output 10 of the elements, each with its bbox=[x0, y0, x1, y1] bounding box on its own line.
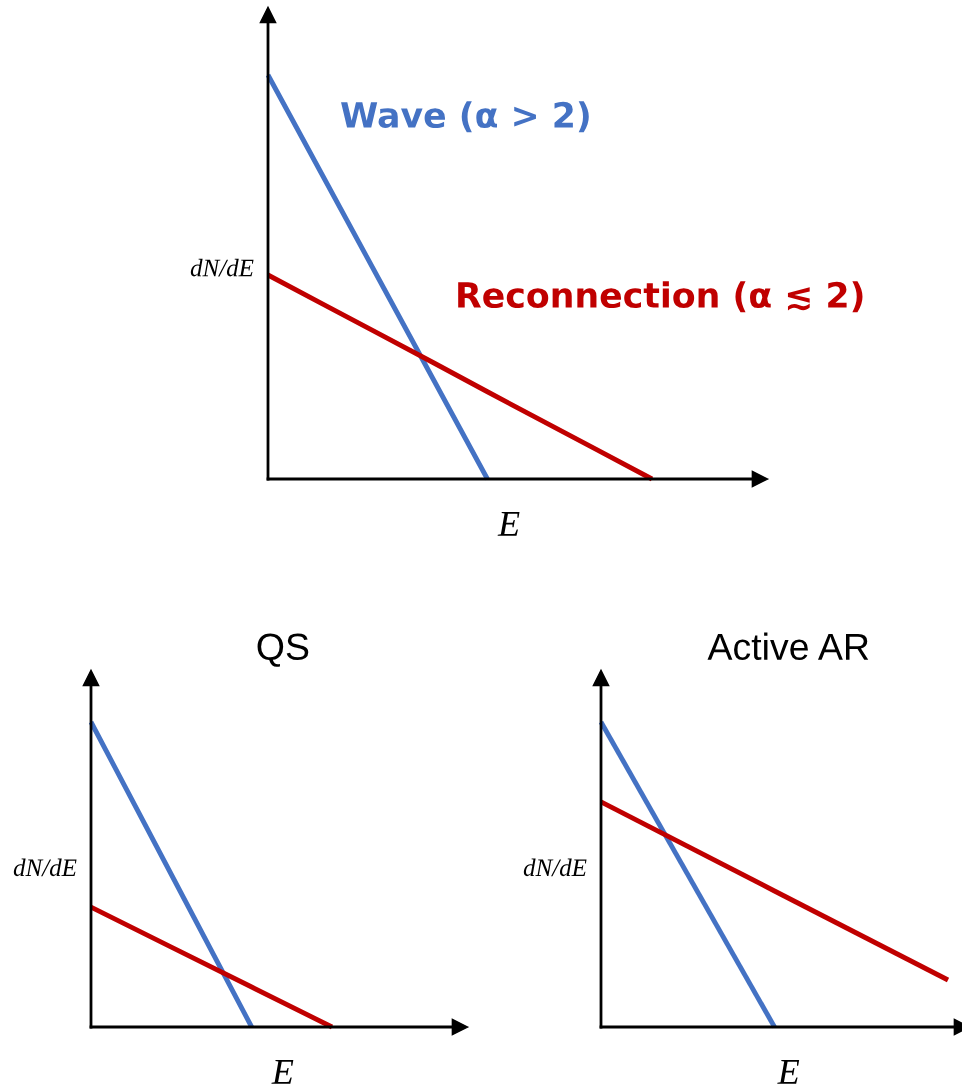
x-axis-title: E bbox=[271, 1060, 294, 1084]
y-axis-title: dN/dE bbox=[523, 858, 587, 877]
x-axis-title: E bbox=[777, 1060, 800, 1084]
chart-title: Active AR bbox=[707, 632, 869, 661]
x-axis-title: E bbox=[497, 512, 520, 536]
series-label: Reconnection (α ≲ 2) bbox=[458, 281, 863, 313]
chart-title: QS bbox=[257, 633, 309, 667]
y-axis-title: dN/dE bbox=[13, 858, 77, 877]
series-label: Wave (α > 2) bbox=[341, 101, 589, 133]
y-axis-title: dN/dE bbox=[190, 258, 254, 277]
